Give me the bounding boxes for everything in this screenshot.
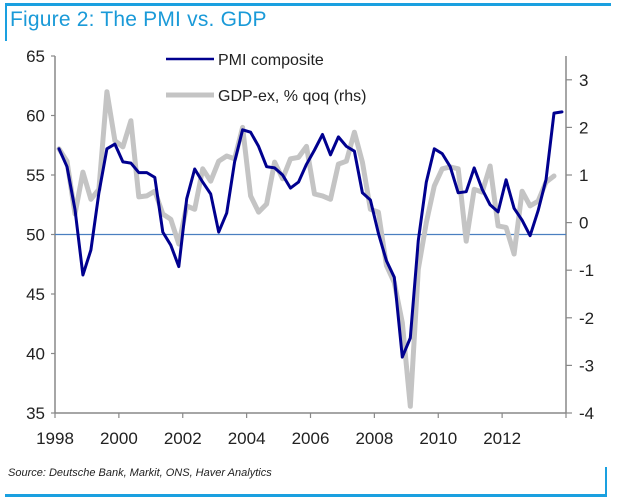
x-tick-label: 2000: [100, 429, 138, 448]
series-lines: [56, 89, 564, 409]
right-y-tick-label: -3: [579, 356, 594, 375]
axes: 35 40 45 50 55 60 65 -4 -3 -2 -1 0 1 2 3 1998 2000 2002 20…: [26, 47, 594, 448]
frame-bottom-border: [5, 494, 607, 497]
left-y-tick-label: 60: [26, 107, 45, 126]
x-tick-label: 2012: [483, 429, 521, 448]
right-y-tick-label: 2: [579, 118, 588, 137]
figure-title: Figure 2: The PMI vs. GDP: [10, 8, 267, 31]
frame-right-border: [605, 467, 607, 497]
legend-label-pmi: PMI composite: [218, 52, 324, 69]
left-y-tick-label: 65: [26, 47, 45, 66]
right-y-tick-label: 3: [579, 71, 588, 90]
legend-label-gdp: GDP-ex, % qoq (rhs): [218, 88, 366, 105]
series-line-gdp-ex: [56, 89, 557, 409]
right-y-tick-label: -1: [579, 261, 594, 280]
x-tick-label: 1998: [36, 429, 74, 448]
left-y-tick-label: 55: [26, 166, 45, 185]
x-tick-label: 2006: [292, 429, 330, 448]
x-tick-label: 2008: [355, 429, 393, 448]
left-y-tick-label: 40: [26, 345, 45, 364]
source-note: Source: Deutsche Bank, Markit, ONS, Have…: [8, 467, 272, 479]
frame-left-border: [5, 3, 7, 41]
series-line-pmi-composite: [57, 110, 564, 359]
right-y-tick-label: -4: [579, 404, 594, 423]
right-y-tick-label: 1: [579, 166, 588, 185]
right-y-tick-label: -2: [579, 309, 594, 328]
x-tick-label: 2004: [228, 429, 266, 448]
frame-top-border: [5, 3, 611, 6]
left-y-tick-label: 45: [26, 285, 45, 304]
left-y-tick-label: 35: [26, 404, 45, 423]
right-y-tick-label: 0: [579, 214, 588, 233]
x-tick-label: 2002: [164, 429, 202, 448]
left-y-tick-label: 50: [26, 226, 45, 245]
x-tick-label: 2010: [419, 429, 457, 448]
legend: PMI composite GDP-ex, % qoq (rhs): [166, 52, 366, 105]
